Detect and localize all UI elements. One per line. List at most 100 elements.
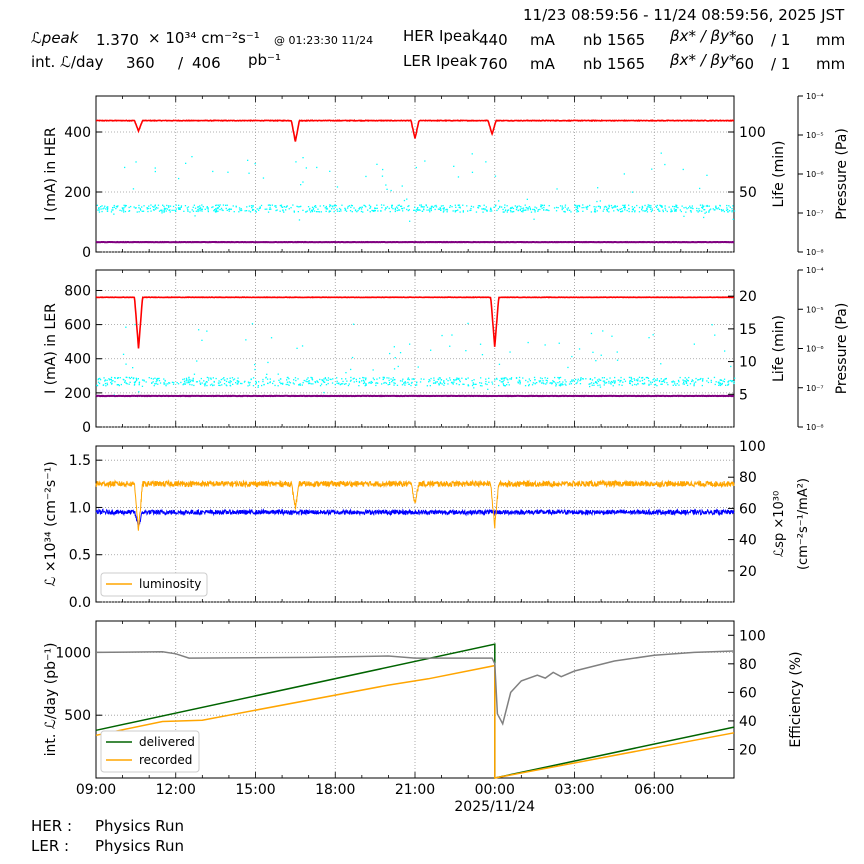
lifetime-point: [401, 207, 403, 210]
ler-betax: 60: [735, 55, 755, 73]
lifetime-point: [677, 379, 680, 382]
lifetime-point: [171, 209, 173, 211]
lifetime-point: [124, 204, 127, 207]
lifetime-point: [706, 205, 709, 207]
lifetime-point: [659, 204, 661, 206]
lifetime-point: [160, 209, 162, 211]
lifetime-point: [575, 382, 577, 385]
lifetime-point: [558, 377, 560, 379]
lifetime-point: [632, 208, 634, 210]
lifetime-point: [589, 204, 591, 207]
lifetime-point: [411, 378, 413, 380]
lifetime-point: [521, 207, 523, 210]
lifetime-point: [438, 384, 440, 386]
lifetime-point: [412, 378, 415, 380]
lifetime-point: [432, 206, 435, 208]
lifetime-point: [559, 376, 562, 379]
lifetime-point: [221, 209, 223, 211]
lifetime-point: [593, 384, 595, 386]
lifetime-point: [134, 381, 136, 383]
lifetime-point: [597, 187, 599, 189]
lifetime-point: [449, 379, 451, 381]
lifetime-point: [270, 208, 272, 210]
lifetime-point: [394, 209, 396, 211]
lifetime-point: [646, 206, 649, 208]
lifetime-point: [293, 379, 295, 381]
lifetime-point: [610, 204, 613, 207]
lifetime-point: [531, 384, 534, 386]
lifetime-point: [277, 385, 279, 387]
lifetime-point: [664, 207, 666, 209]
lifetime-point: [554, 376, 556, 379]
lifetime-point: [609, 377, 611, 379]
lifetime-point: [442, 207, 444, 210]
lifetime-point: [606, 378, 608, 380]
lifetime-point: [667, 384, 669, 386]
legend-label-recorded: recorded: [139, 753, 192, 767]
current-line: [95, 296, 735, 349]
lifetime-point: [183, 383, 185, 385]
lifetime-point: [263, 384, 265, 386]
pressure-tick-label: 10⁻⁸: [806, 248, 824, 257]
lifetime-point: [647, 204, 649, 206]
lifetime-point: [634, 383, 636, 386]
lifetime-point: [309, 207, 311, 210]
lifetime-point: [132, 378, 134, 380]
lifetime-point: [641, 209, 643, 211]
lifetime-point: [355, 378, 357, 381]
lifetime-point: [557, 207, 559, 209]
lifetime-point: [632, 209, 634, 211]
lifetime-point: [147, 207, 149, 210]
lifetime-point: [502, 377, 504, 379]
lifetime-point: [102, 208, 104, 210]
lifetime-point: [726, 207, 728, 209]
lifetime-point: [200, 209, 202, 211]
lifetime-point: [583, 206, 585, 209]
lifetime-point: [542, 380, 544, 382]
lifetime-point: [663, 380, 665, 382]
lifetime-point: [633, 378, 635, 380]
lifetime-point: [534, 211, 536, 213]
lifetime-point: [380, 210, 382, 212]
lifetime-point: [691, 207, 693, 209]
lifetime-point: [619, 208, 621, 210]
lifetime-point: [638, 211, 641, 213]
y2-tick-label: 15: [739, 322, 757, 338]
lifetime-point: [642, 383, 645, 385]
lifetime-point: [686, 208, 688, 210]
lifetime-point: [305, 167, 307, 169]
lifetime-point: [458, 377, 460, 380]
lifetime-point: [349, 210, 352, 212]
lifetime-point: [543, 206, 545, 209]
y2-tick-label: 20: [739, 564, 757, 580]
lifetime-point: [292, 204, 294, 206]
lifetime-point: [614, 382, 616, 384]
lifetime-point: [564, 204, 567, 206]
lifetime-point: [577, 380, 579, 382]
lifetime-point: [671, 210, 673, 212]
lifetime-point: [411, 381, 413, 384]
lifetime-point: [420, 378, 422, 380]
lifetime-point: [176, 382, 178, 384]
lifetime-point: [107, 207, 109, 210]
lifetime-point: [195, 210, 197, 212]
lifetime-point: [172, 383, 175, 385]
lifetime-point: [704, 212, 706, 214]
lifetime-point: [205, 381, 208, 383]
lifetime-point: [699, 378, 701, 380]
lifetime-point: [405, 382, 407, 384]
lifetime-point: [336, 210, 339, 212]
lifetime-point: [621, 384, 623, 386]
lifetime-point: [499, 205, 501, 208]
lifetime-point: [620, 376, 622, 379]
lifetime-point: [199, 205, 201, 207]
lifetime-point: [410, 382, 413, 384]
lifetime-point: [185, 162, 187, 164]
lifetime-point: [96, 385, 99, 387]
lifetime-point: [346, 380, 348, 382]
lifetime-point: [325, 384, 328, 386]
lifetime-point: [393, 368, 396, 370]
lifetime-point: [518, 379, 520, 381]
lifetime-point: [568, 383, 571, 385]
lifetime-point: [283, 206, 285, 208]
